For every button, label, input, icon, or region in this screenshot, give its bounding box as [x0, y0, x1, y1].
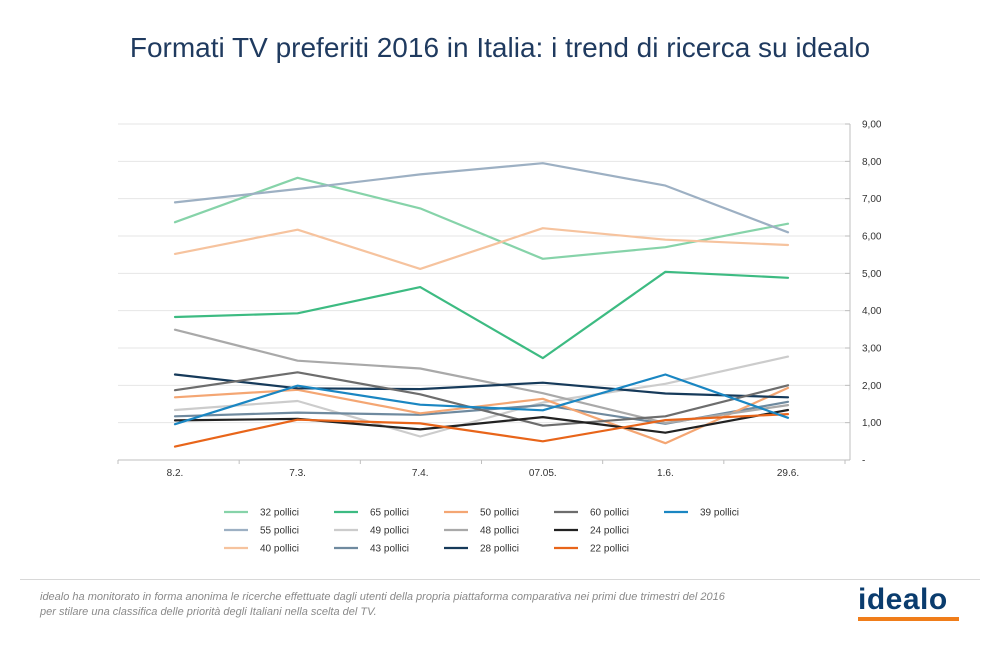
legend-item: 49 pollici	[334, 526, 409, 537]
legend-label: 39 pollici	[700, 508, 739, 519]
logo-underline	[858, 617, 959, 621]
y-tick-label: 7,00	[862, 194, 882, 205]
series-lines	[173, 162, 790, 448]
y-tick-label: 2,00	[862, 381, 882, 392]
series-line-32-pollici	[173, 176, 790, 260]
legend-label: 24 pollici	[590, 526, 629, 537]
legend-item: 43 pollici	[334, 544, 409, 555]
y-tick-label: 3,00	[862, 344, 882, 355]
legend-item: 60 pollici	[554, 508, 629, 519]
series-line-60-pollici	[173, 371, 790, 427]
legend-item: 65 pollici	[334, 508, 409, 519]
legend-label: 48 pollici	[480, 526, 519, 537]
legend-label: 28 pollici	[480, 544, 519, 555]
legend-label: 43 pollici	[370, 544, 409, 555]
legend-label: 40 pollici	[260, 544, 299, 555]
legend-item: 22 pollici	[554, 544, 629, 555]
y-tick-label: 5,00	[862, 269, 882, 280]
legend-item: 40 pollici	[224, 544, 299, 555]
legend-item: 55 pollici	[224, 526, 299, 537]
series-line-22-pollici	[173, 413, 790, 448]
x-tick-label: 29.6.	[777, 468, 799, 479]
y-tick-label: 8,00	[862, 157, 882, 168]
series-line-49-pollici	[173, 355, 790, 438]
footnote: idealo ha monitorato in forma anonima le…	[40, 590, 820, 620]
legend-label: 55 pollici	[260, 526, 299, 537]
legend-label: 50 pollici	[480, 508, 519, 519]
series-line-65-pollici	[173, 270, 790, 360]
x-tick-label: 8.2.	[167, 468, 184, 479]
legend: 32 pollici 55 pollici 40 pollici 65 pollici…	[224, 508, 739, 555]
y-tick-label: 4,00	[862, 306, 882, 317]
series-line-28-pollici	[173, 373, 790, 399]
legend-item: 32 pollici	[224, 508, 299, 519]
legend-label: 22 pollici	[590, 544, 629, 555]
y-tick-label: 1,00	[862, 418, 882, 429]
y-tick-label: 9,00	[862, 120, 882, 131]
axes: - 1,00 2,00 3,00 4,00 5,00 6,00 7,00 8,00 9,00 8.2…	[117, 120, 882, 479]
footnote-line-2: per stilare una classifica delle priorit…	[40, 606, 377, 618]
legend-item: 50 pollici	[444, 508, 519, 519]
logo-wordmark: idealo	[858, 583, 948, 616]
x-tick-label: 7.3.	[289, 468, 306, 479]
series-line-39-pollici	[173, 373, 790, 426]
line-chart: - 1,00 2,00 3,00 4,00 5,00 6,00 7,00 8,00 9,00 8.2…	[117, 120, 882, 555]
chart-title: Formati TV preferiti 2016 in Italia: i t…	[129, 32, 871, 63]
legend-item: 39 pollici	[664, 508, 739, 519]
x-tick-label: 07.05.	[529, 468, 557, 479]
legend-label: 60 pollici	[590, 508, 629, 519]
legend-item: 28 pollici	[444, 544, 519, 555]
series-line-55-pollici	[173, 162, 790, 234]
legend-item: 48 pollici	[444, 526, 519, 537]
legend-label: 65 pollici	[370, 508, 409, 519]
legend-label: 32 pollici	[260, 508, 299, 519]
legend-label: 49 pollici	[370, 526, 409, 537]
footnote-line-1: idealo ha monitorato in forma anonima le…	[40, 591, 725, 603]
idealo-logo: idealo	[858, 584, 960, 621]
y-tick-label: 6,00	[862, 232, 882, 243]
series-line-40-pollici	[173, 227, 790, 270]
series-line-24-pollici	[173, 408, 790, 434]
x-tick-label: 7.4.	[412, 468, 429, 479]
footer-divider	[20, 579, 980, 580]
legend-item: 24 pollici	[554, 526, 629, 537]
y-tick-label: -	[862, 456, 865, 467]
x-tick-label: 1.6.	[657, 468, 674, 479]
